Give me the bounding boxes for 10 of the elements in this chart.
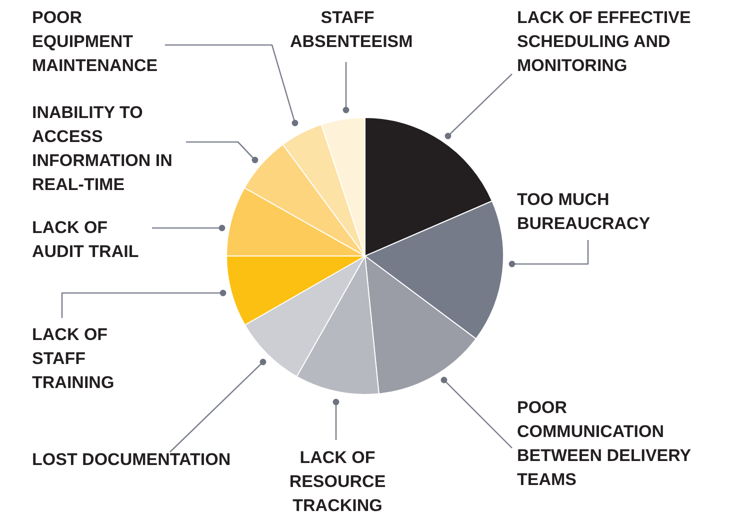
slice-label: POOR EQUIPMENT MAINTENANCE: [32, 7, 159, 77]
slice-label: LACK OF STAFF TRAINING: [32, 324, 116, 394]
slice-label: STAFF ABSENTEEISM: [290, 7, 413, 53]
slice-label: LACK OF EFFECTIVE SCHEDULING AND MONITORING: [517, 7, 692, 77]
slice-label: LOST DOCUMENTATION: [32, 449, 232, 471]
slice-label: LACK OF AUDIT TRAIL: [32, 217, 140, 263]
slice-label: LACK OF RESOURCE TRACKING: [288, 447, 387, 517]
slice-label: POOR COMMUNICATION BETWEEN DELIVERY TEAMS: [517, 397, 692, 491]
slice-label: INABILITY TO ACCESS INFORMATION IN REAL-TIME: [32, 102, 174, 196]
slice-label: TOO MUCH BUREAUCRACY: [517, 189, 652, 235]
